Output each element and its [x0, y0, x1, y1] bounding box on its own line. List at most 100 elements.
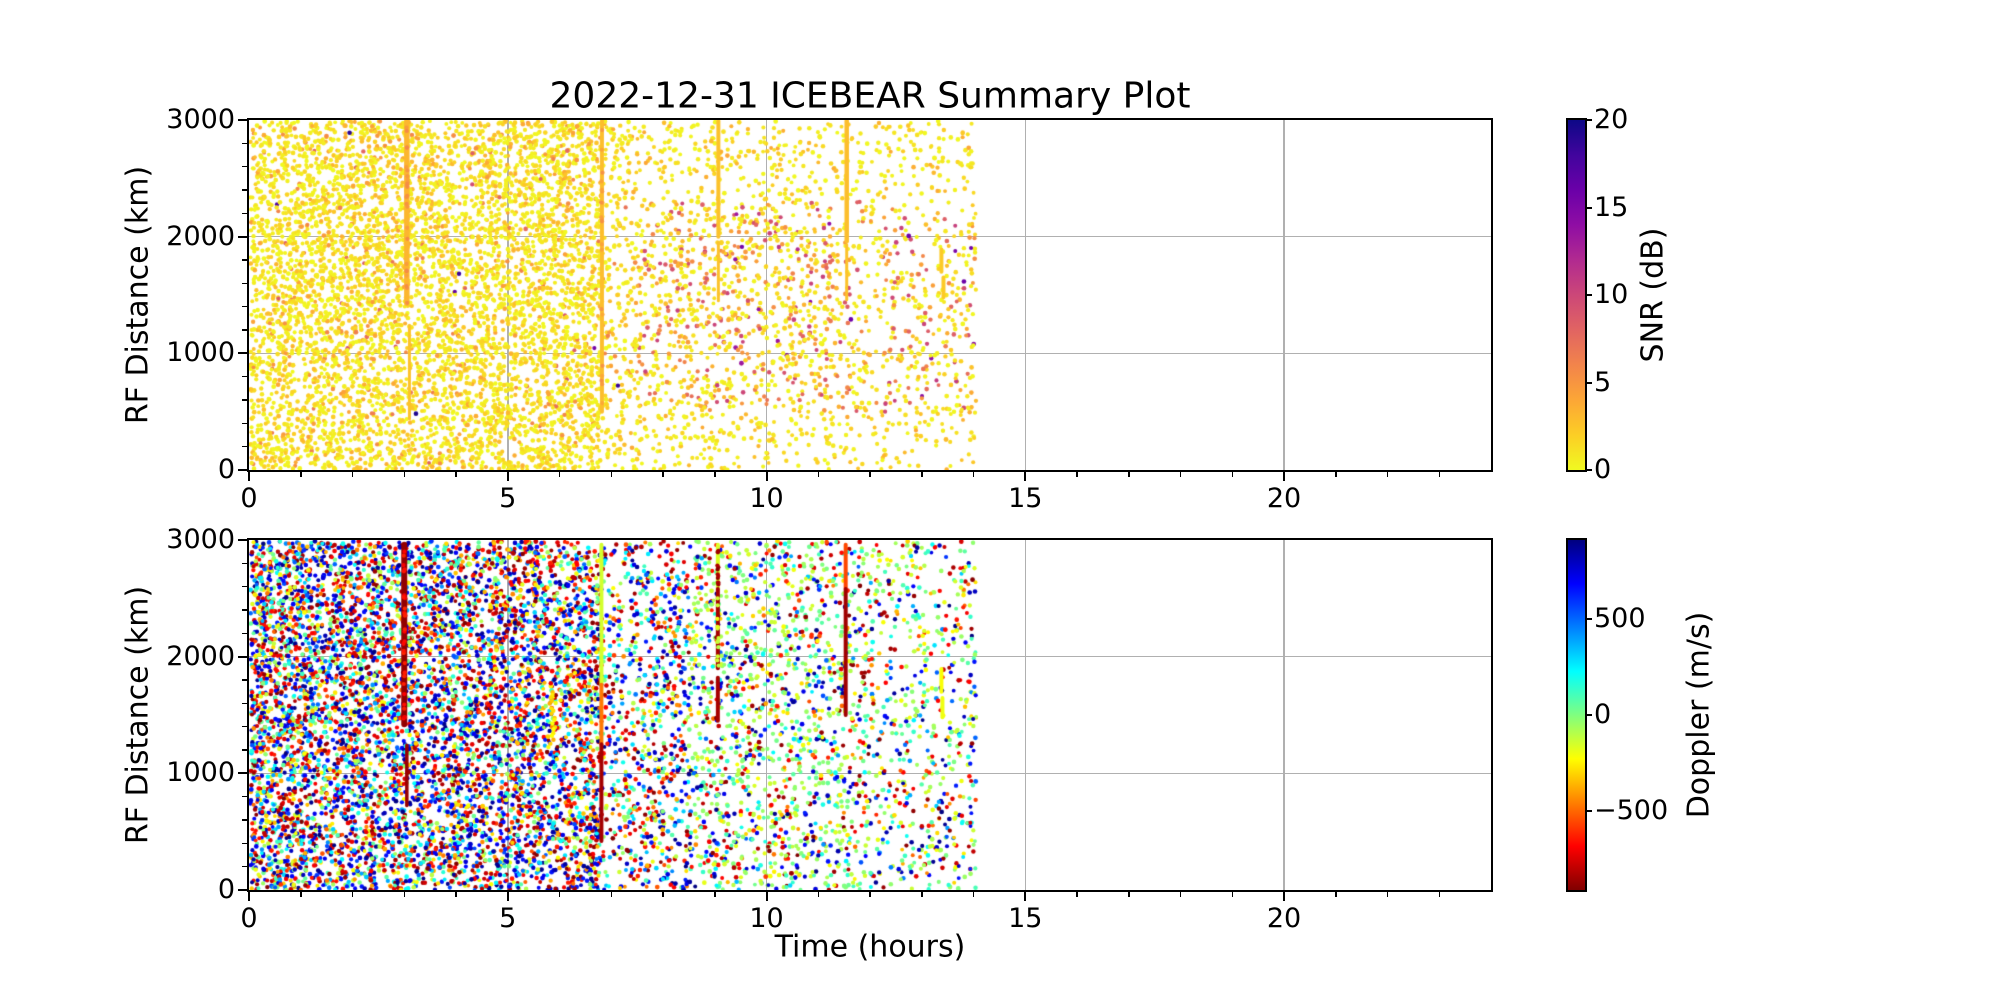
snr-scatter-plot — [247, 118, 1493, 472]
x-minor-tick — [1179, 472, 1182, 477]
x-minor-tick — [1076, 472, 1078, 477]
y-minor-tick — [242, 795, 247, 798]
x-major-tick — [506, 892, 509, 901]
x-minor-tick — [351, 892, 354, 897]
y-minor-tick — [242, 399, 247, 401]
y-minor-tick — [242, 142, 247, 145]
snr-colorbar — [1566, 118, 1587, 472]
y-minor-tick — [242, 422, 247, 425]
y-minor-tick — [242, 632, 247, 635]
x-minor-tick — [817, 892, 819, 897]
doppler-y-axis-label: RF Distance (km) — [120, 585, 156, 845]
y-major-tick — [238, 539, 247, 541]
colorbar-tick — [1585, 381, 1592, 384]
x-minor-tick — [1128, 472, 1130, 477]
doppler-colorbar — [1566, 538, 1587, 892]
colorbar-tick-label: 10 — [1594, 279, 1629, 310]
y-minor-tick — [242, 189, 247, 191]
colorbar-tick — [1585, 809, 1592, 812]
x-minor-tick — [662, 892, 664, 897]
y-major-tick — [238, 235, 247, 238]
x-minor-tick — [403, 892, 405, 897]
y-tick-label: 0 — [217, 454, 235, 485]
x-tick-label: 0 — [240, 903, 258, 934]
x-minor-tick — [921, 472, 923, 477]
x-minor-tick — [455, 892, 457, 897]
y-minor-tick — [242, 282, 247, 285]
x-minor-tick — [1386, 892, 1389, 897]
x-minor-tick — [1335, 892, 1337, 897]
x-minor-tick — [714, 892, 716, 897]
doppler-colorbar-label: Doppler (m/s) — [1681, 611, 1717, 819]
snr-y-axis-label: RF Distance (km) — [120, 165, 156, 425]
x-major-tick — [1024, 472, 1027, 481]
y-minor-tick — [242, 702, 247, 705]
colorbar-tick-label: 20 — [1594, 104, 1629, 135]
colorbar-tick-label: 5 — [1594, 366, 1612, 398]
x-minor-tick — [817, 472, 819, 477]
y-minor-tick — [242, 329, 247, 331]
y-tick-label: 3000 — [166, 524, 235, 555]
x-minor-tick — [972, 892, 975, 897]
x-minor-tick — [351, 472, 354, 477]
x-minor-tick — [869, 892, 871, 897]
x-minor-tick — [662, 472, 664, 477]
x-minor-tick — [714, 472, 716, 477]
x-major-tick — [248, 472, 250, 481]
x-minor-tick — [1231, 472, 1233, 477]
x-major-tick — [1024, 892, 1027, 901]
x-minor-tick — [403, 472, 405, 477]
x-minor-tick — [1386, 472, 1389, 477]
snr-colorbar-label: SNR (dB) — [1635, 227, 1671, 363]
x-major-tick — [765, 892, 768, 901]
y-minor-tick — [242, 165, 247, 168]
y-minor-tick — [242, 749, 247, 751]
x-tick-label: 10 — [749, 483, 784, 514]
x-minor-tick — [921, 892, 923, 897]
y-major-tick — [238, 119, 247, 121]
colorbar-tick-label: 15 — [1594, 191, 1629, 223]
x-tick-label: 5 — [499, 903, 517, 934]
y-major-tick — [238, 655, 247, 658]
y-minor-tick — [242, 212, 247, 215]
x-minor-tick — [972, 472, 975, 477]
x-major-tick — [248, 892, 250, 901]
x-tick-label: 15 — [1008, 903, 1043, 934]
x-minor-tick — [610, 472, 612, 477]
x-minor-tick — [558, 892, 561, 897]
y-minor-tick — [242, 259, 247, 261]
x-minor-tick — [455, 472, 457, 477]
x-minor-tick — [1231, 892, 1233, 897]
colorbar-tick — [1585, 119, 1592, 121]
x-tick-label: 20 — [1266, 903, 1302, 934]
y-minor-tick — [242, 865, 247, 868]
y-minor-tick — [242, 725, 247, 728]
x-axis-label: Time (hours) — [774, 929, 966, 965]
x-major-tick — [765, 472, 768, 481]
colorbar-tick — [1585, 618, 1592, 621]
x-tick-label: 15 — [1008, 483, 1043, 514]
y-major-tick — [238, 772, 247, 775]
y-minor-tick — [242, 585, 247, 588]
x-tick-label: 10 — [749, 903, 784, 934]
x-tick-label: 20 — [1266, 483, 1302, 514]
x-minor-tick — [300, 892, 302, 897]
y-minor-tick — [242, 609, 247, 611]
doppler-scatter-plot — [247, 538, 1493, 892]
x-minor-tick — [300, 472, 302, 477]
colorbar-tick-label: 500 — [1594, 603, 1646, 635]
chart-title: 2022-12-31 ICEBEAR Summary Plot — [549, 75, 1191, 117]
y-tick-label: 2000 — [166, 220, 235, 252]
y-minor-tick — [242, 445, 247, 448]
x-minor-tick — [869, 472, 871, 477]
y-tick-label: 1000 — [166, 757, 235, 789]
x-minor-tick — [1438, 892, 1440, 897]
colorbar-tick-label: −500 — [1594, 794, 1669, 826]
y-minor-tick — [242, 305, 247, 308]
x-tick-label: 5 — [499, 483, 517, 514]
snr-scatter-canvas — [249, 120, 1491, 470]
x-major-tick — [1283, 892, 1285, 901]
x-minor-tick — [1438, 472, 1440, 477]
x-minor-tick — [610, 892, 612, 897]
